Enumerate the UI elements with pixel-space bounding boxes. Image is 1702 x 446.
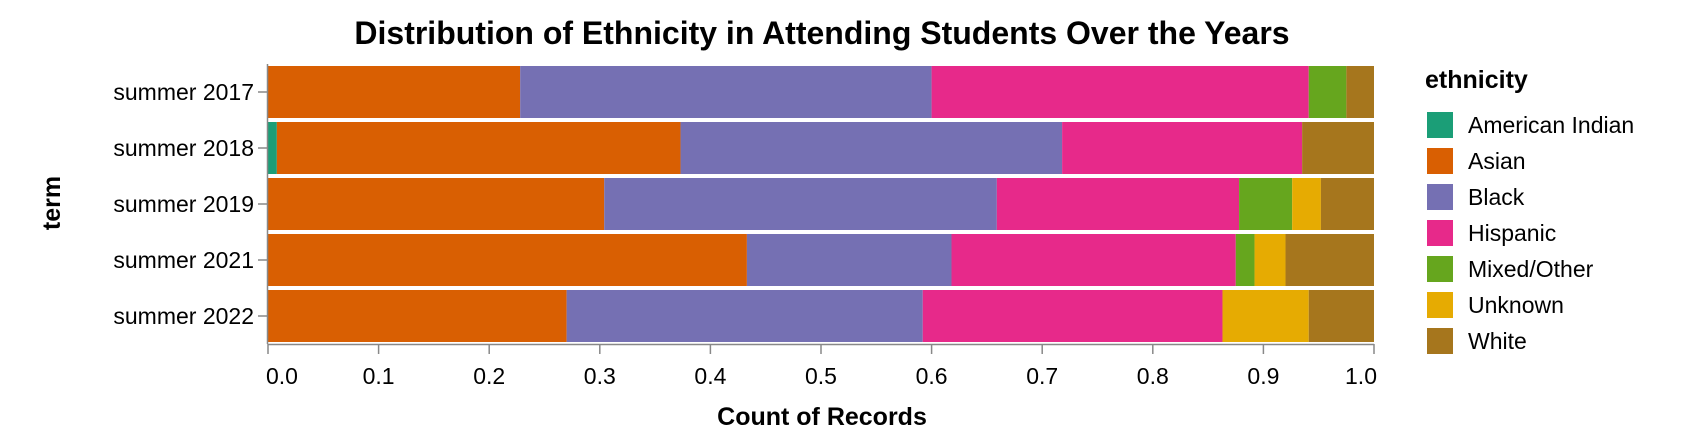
bar-segment	[268, 290, 567, 342]
legend: ethnicity American Indian Asian Black Hispa…	[1425, 66, 1634, 354]
bar-segment	[922, 290, 1223, 342]
x-tick-label: 0.9	[1247, 363, 1279, 389]
x-tick-label: 0.7	[1026, 363, 1058, 389]
legend-label: Asian	[1468, 148, 1526, 174]
legend-swatch	[1427, 256, 1453, 282]
legend-title: ethnicity	[1425, 66, 1528, 94]
bar-segment	[1346, 66, 1374, 118]
bar-segment	[1308, 290, 1374, 342]
x-axis-title: Count of Records	[717, 403, 927, 431]
x-tick-label: 0.1	[363, 363, 395, 389]
bar-segment	[1302, 122, 1374, 174]
bar-segment	[1062, 122, 1303, 174]
legend-swatch	[1427, 148, 1453, 174]
legend-label: Hispanic	[1468, 220, 1556, 246]
legend-swatch	[1427, 292, 1453, 318]
bars-layer	[268, 66, 1374, 342]
y-tick-label: summer 2019	[113, 191, 254, 217]
bar-segment	[566, 290, 923, 342]
bar-segment	[1292, 178, 1321, 230]
legend-label: Mixed/Other	[1468, 256, 1594, 282]
y-axis-title: term	[38, 176, 66, 230]
bar-segment	[520, 66, 932, 118]
legend-label: American Indian	[1468, 112, 1634, 138]
legend-swatch	[1427, 112, 1453, 138]
bar-segment	[268, 122, 277, 174]
x-tick-label: 0.3	[584, 363, 616, 389]
bar-segment	[1235, 234, 1255, 286]
x-axis: 0.0 0.1 0.2 0.3 0.4 0.5 0.6 0.7 0.8 0.9 1.0	[266, 343, 1377, 389]
bar-segment	[1285, 234, 1374, 286]
legend-swatch	[1427, 328, 1453, 354]
bar-segment	[268, 178, 605, 230]
bar-segment	[1222, 290, 1309, 342]
bar-segment	[1254, 234, 1286, 286]
x-tick-label: 0.2	[473, 363, 505, 389]
y-tick-label: summer 2018	[113, 135, 254, 161]
bar-segment	[1308, 66, 1347, 118]
bar-segment	[604, 178, 997, 230]
y-tick-label: summer 2017	[113, 79, 254, 105]
x-tick-label: 0.0	[266, 363, 298, 389]
bar-segment	[268, 66, 521, 118]
chart-title: Distribution of Ethnicity in Attending S…	[354, 15, 1289, 51]
legend-label: White	[1468, 328, 1527, 354]
x-tick-label: 0.4	[694, 363, 726, 389]
legend-items: American Indian Asian Black Hispanic Mixed/O…	[1427, 112, 1634, 354]
legend-label: Black	[1468, 184, 1525, 210]
bar-segment	[951, 234, 1236, 286]
bar-segment	[268, 234, 747, 286]
legend-swatch	[1427, 184, 1453, 210]
legend-label: Unknown	[1468, 292, 1564, 318]
bar-segment	[1320, 178, 1374, 230]
bar-segment	[1239, 178, 1293, 230]
bar-segment	[680, 122, 1063, 174]
x-tick-label: 0.6	[916, 363, 948, 389]
y-tick-label: summer 2022	[113, 303, 254, 329]
y-axis: summer 2017 summer 2018 summer 2019 summer …	[113, 64, 269, 344]
x-tick-label: 0.8	[1137, 363, 1169, 389]
x-tick-label: 1.0	[1345, 363, 1377, 389]
bar-segment	[931, 66, 1309, 118]
legend-swatch	[1427, 220, 1453, 246]
y-tick-label: summer 2021	[113, 247, 254, 273]
bar-segment	[996, 178, 1240, 230]
bar-segment	[276, 122, 681, 174]
bar-segment	[746, 234, 952, 286]
x-tick-label: 0.5	[805, 363, 837, 389]
